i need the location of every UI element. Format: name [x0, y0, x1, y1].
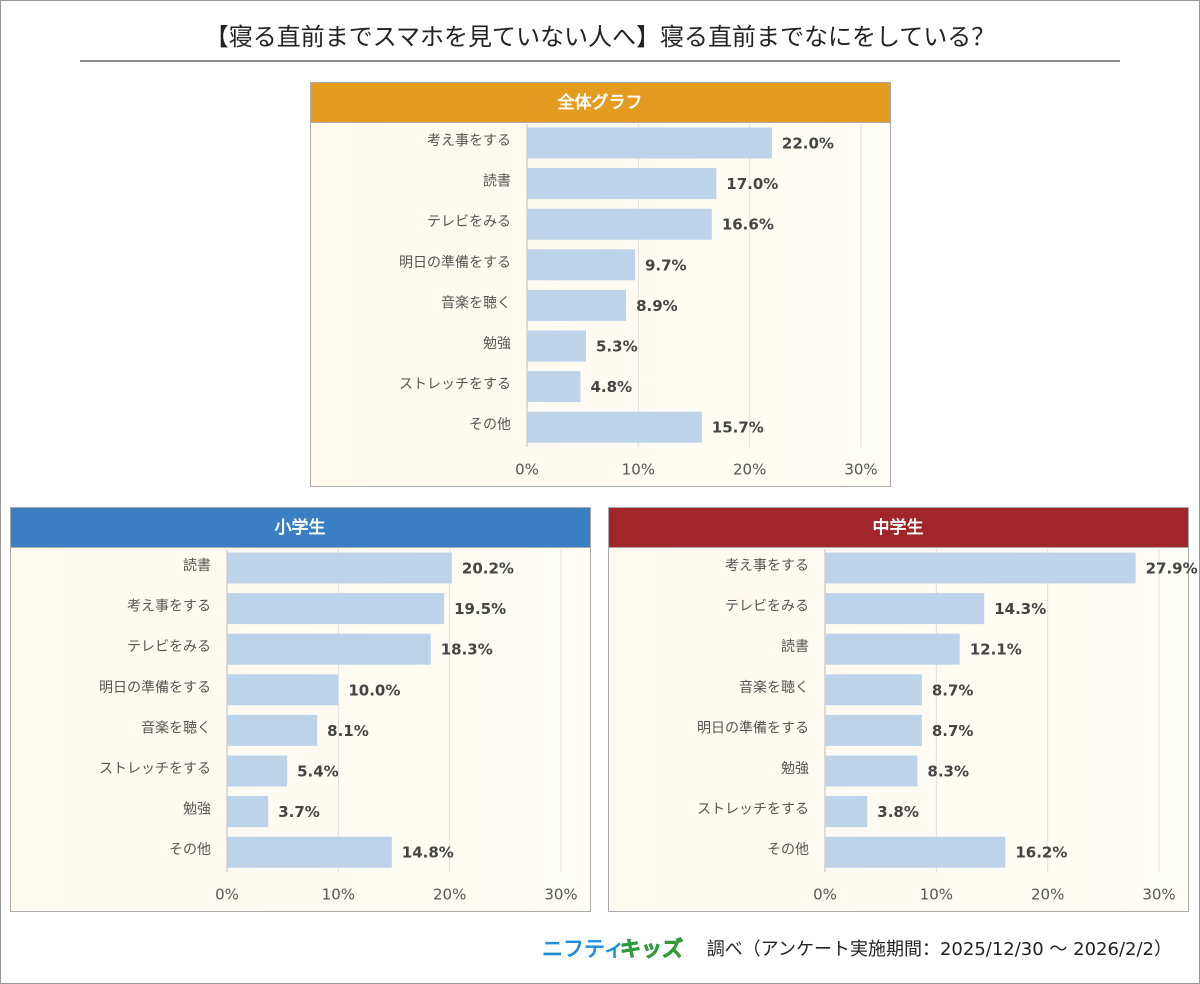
bar	[227, 836, 392, 868]
value-label: 3.8%	[877, 803, 919, 821]
value-label: 14.3%	[994, 600, 1046, 618]
value-label: 5.4%	[297, 763, 339, 781]
bar	[227, 755, 288, 787]
bar	[527, 127, 772, 159]
bar	[825, 633, 960, 665]
value-label: 4.8%	[590, 378, 632, 396]
bar	[825, 796, 868, 828]
category-label: 考え事をする	[127, 599, 211, 615]
bar	[825, 836, 1006, 868]
x-tick-label: 30%	[844, 461, 877, 479]
bar	[825, 755, 918, 787]
panel-header	[310, 82, 891, 123]
category-label: 勉強	[483, 336, 511, 352]
panel-title: 小学生	[275, 517, 326, 538]
value-label: 10.0%	[348, 681, 400, 699]
category-label: テレビをみる	[427, 214, 511, 230]
bar	[227, 552, 452, 584]
category-label: その他	[767, 842, 809, 858]
value-label: 16.2%	[1015, 844, 1067, 862]
category-label: テレビをみる	[725, 599, 809, 615]
value-label: 12.1%	[970, 641, 1022, 659]
panel-header	[608, 507, 1189, 548]
bar	[227, 633, 431, 665]
value-label: 14.8%	[402, 844, 454, 862]
x-tick-label: 20%	[433, 886, 466, 904]
category-label: 明日の準備をする	[697, 720, 809, 736]
value-label: 19.5%	[454, 600, 506, 618]
value-label: 16.6%	[722, 216, 774, 234]
bar	[527, 289, 627, 321]
category-label: 音楽を聴く	[141, 719, 211, 736]
x-tick-label: 20%	[733, 461, 766, 479]
value-label: 27.9%	[1146, 560, 1198, 578]
panel-title: 中学生	[873, 517, 924, 538]
value-label: 22.0%	[782, 135, 834, 153]
bar	[227, 593, 445, 625]
value-label: 20.2%	[462, 560, 514, 578]
bar	[527, 249, 635, 281]
value-label: 8.7%	[932, 722, 974, 740]
x-tick-label: 30%	[1142, 886, 1175, 904]
category-label: 考え事をする	[725, 558, 809, 574]
value-label: 9.7%	[645, 256, 687, 274]
value-label: 17.0%	[726, 175, 778, 193]
bar	[527, 168, 717, 200]
bar	[825, 714, 922, 746]
logo-part-2: キッズ	[620, 937, 683, 961]
category-label: 読書	[483, 173, 511, 190]
value-label: 8.9%	[636, 297, 678, 315]
category-label: 読書	[183, 557, 211, 574]
panel-header	[10, 507, 591, 548]
value-label: 8.1%	[327, 722, 369, 740]
x-tick-label: 0%	[515, 461, 539, 479]
x-tick-label: 10%	[920, 886, 953, 904]
bar	[227, 714, 318, 746]
value-label: 8.3%	[927, 763, 969, 781]
value-label: 18.3%	[441, 641, 493, 659]
category-label: 考え事をする	[427, 133, 511, 149]
logo-part-1: ニフティ	[542, 937, 625, 961]
x-tick-label: 10%	[322, 886, 355, 904]
category-label: ストレッチをする	[399, 377, 511, 393]
category-label: 音楽を聴く	[739, 679, 809, 696]
category-label: 勉強	[781, 761, 809, 777]
value-label: 5.3%	[596, 338, 638, 356]
category-label: 明日の準備をする	[399, 255, 511, 271]
bar	[227, 674, 339, 706]
bar	[527, 411, 702, 443]
x-tick-label: 10%	[622, 461, 655, 479]
panel-title: 全体グラフ	[557, 92, 643, 113]
x-tick-label: 20%	[1031, 886, 1064, 904]
category-label: ストレッチをする	[99, 761, 211, 777]
category-label: 読書	[781, 638, 809, 655]
category-label: 音楽を聴く	[441, 294, 511, 311]
value-label: 8.7%	[932, 681, 974, 699]
bar	[527, 208, 712, 240]
bar	[825, 674, 922, 706]
bar	[527, 371, 581, 403]
bar	[825, 593, 985, 625]
value-label: 3.7%	[278, 803, 320, 821]
bar	[527, 330, 587, 362]
x-tick-label: 0%	[813, 886, 837, 904]
category-label: その他	[469, 417, 511, 433]
x-tick-label: 0%	[215, 886, 239, 904]
bar	[825, 552, 1136, 584]
category-label: その他	[169, 842, 211, 858]
category-label: 明日の準備をする	[99, 680, 211, 696]
category-label: 勉強	[183, 802, 211, 818]
x-tick-label: 30%	[544, 886, 577, 904]
category-label: テレビをみる	[127, 639, 211, 655]
page-title: 【寝る直前までスマホを見ていない人へ】寝る直前までなにをしている？	[205, 23, 996, 51]
footer-note: 調べ（アンケート実施期間：2025/12/30 〜 2026/2/2）	[707, 939, 1172, 960]
category-label: ストレッチをする	[697, 802, 809, 818]
value-label: 15.7%	[712, 419, 764, 437]
bar	[227, 796, 269, 828]
